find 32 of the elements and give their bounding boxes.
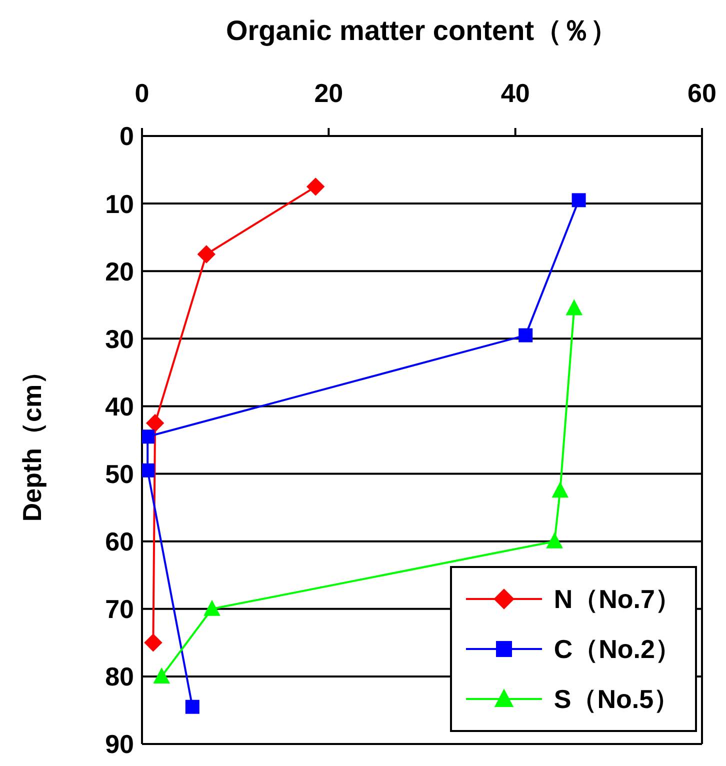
legend-label: S（No.5） [554, 682, 680, 716]
y-tick-label: 80 [105, 662, 134, 692]
y-tick-label: 20 [105, 256, 134, 286]
point [552, 482, 569, 498]
y-tick-label: 90 [105, 729, 134, 760]
y-tick-label: 30 [105, 324, 134, 354]
point [142, 430, 155, 444]
x-tick-label: 40 [500, 78, 530, 108]
y-tick-label: 10 [105, 188, 134, 219]
point [185, 700, 200, 714]
point [197, 245, 216, 264]
legend-label: C（No.2） [554, 632, 681, 666]
x-tick-label: 60 [688, 78, 716, 108]
point [204, 600, 220, 616]
point [146, 414, 164, 432]
point [546, 532, 563, 548]
point [153, 667, 170, 684]
point [142, 463, 155, 478]
y-tick-label: 50 [105, 459, 134, 490]
point [306, 178, 325, 196]
x-tick-label: 20 [314, 78, 344, 108]
point [518, 328, 533, 342]
y-axis-title: Depth（cm） [17, 358, 48, 522]
x-axis-title: Organic matter content（％） [226, 14, 618, 46]
point [144, 634, 162, 652]
y-tick-label: 0 [120, 121, 134, 152]
legend-label: N（No.7） [554, 582, 681, 616]
y-tick-label: 40 [105, 391, 134, 422]
point [572, 193, 586, 208]
point [566, 299, 583, 316]
y-tick-label: 60 [105, 526, 134, 557]
y-tick-label: 70 [105, 594, 134, 624]
